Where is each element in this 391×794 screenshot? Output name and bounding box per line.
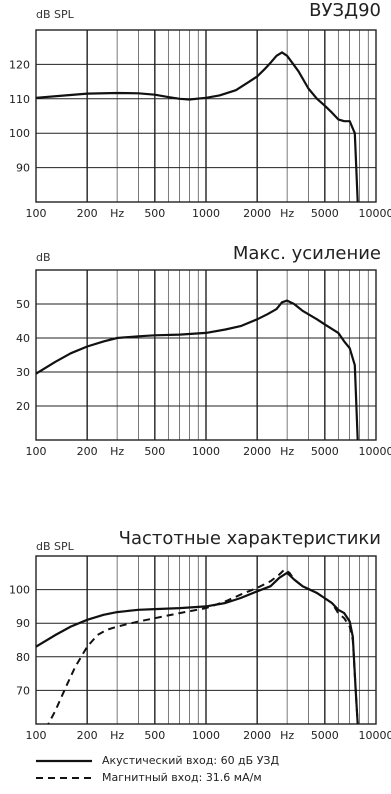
x-tick-label: 1000 [192, 445, 220, 458]
x-tick-label: 500 [144, 729, 165, 742]
plot-frame [35, 29, 377, 203]
series-line-0 [36, 571, 359, 724]
legend-dashed-swatch [36, 776, 92, 779]
x-tick-label: 200 [77, 207, 98, 220]
x-tick-label: 5000 [311, 445, 339, 458]
y-tick-label: 70 [16, 684, 30, 697]
x-tick-label: 100 [26, 729, 47, 742]
legend-label-acoustic: Акустический вход: 60 дБ УЗД [102, 754, 280, 767]
legend-label-magnetic: Магнитный вход: 31.6 мА/м [102, 771, 262, 784]
legend: Акустический вход: 60 дБ УЗД Магнитный в… [36, 752, 279, 786]
chart-1-title: ВУЗД90 [309, 0, 381, 21]
chart-1-plot: 90 100 110 120 100 200 Hz 500 1000 2000 Hz 5000 1000… [9, 29, 391, 220]
y-tick-label: 110 [9, 93, 30, 106]
chart-2-plot: 20 30 40 50 100 200 Hz 500 1000 2000 Hz 5000 10000 [16, 269, 391, 458]
legend-solid-swatch [36, 759, 92, 762]
x-tick-label: Hz [110, 207, 124, 220]
x-tick-label: Hz [110, 445, 124, 458]
x-tick-label: 2000 [243, 445, 271, 458]
chart-3-plot: 70 80 90 100 100 200 Hz 500 1000 2000 Hz 5000 10000 [9, 555, 391, 742]
chart-1: dB SPL ВУЗД90 90 100 110 120 100 200 Hz 500 1000… [0, 0, 391, 226]
y-tick-label: 50 [16, 298, 30, 311]
y-tick-label: 90 [16, 162, 30, 175]
series-line-0 [36, 299, 359, 440]
series-line-0 [36, 51, 359, 202]
plot-frame [35, 269, 377, 441]
x-tick-label: 10000 [359, 207, 391, 220]
x-tick-label: 1000 [192, 729, 220, 742]
y-tick-label: 80 [16, 651, 30, 664]
plot-frame [35, 555, 377, 725]
chart-3-title: Частотные характеристики [118, 528, 381, 549]
y-tick-label: 100 [9, 127, 30, 140]
x-tick-label: 5000 [311, 729, 339, 742]
x-tick-label: Hz [280, 445, 294, 458]
x-tick-label: 2000 [243, 729, 271, 742]
legend-item-magnetic: Магнитный вход: 31.6 мА/м [36, 769, 279, 786]
chart-3: dB SPL Частотные характеристики 70 80 90 10… [0, 524, 391, 750]
x-tick-label: 100 [26, 445, 47, 458]
x-tick-label: 10000 [359, 729, 391, 742]
chart-2-title: Макс. усиление [232, 243, 381, 264]
x-tick-label: 10000 [359, 445, 391, 458]
y-tick-label: 40 [16, 332, 30, 345]
y-tick-label: 20 [16, 400, 30, 413]
legend-item-acoustic: Акустический вход: 60 дБ УЗД [36, 752, 279, 769]
chart-2: dB Макс. усиление 20 30 40 50 100 200 Hz 500 100… [0, 240, 391, 470]
x-tick-label: 1000 [192, 207, 220, 220]
x-tick-label: 200 [77, 729, 98, 742]
x-tick-label: 500 [144, 207, 165, 220]
x-tick-label: 100 [26, 207, 47, 220]
x-tick-label: 5000 [311, 207, 339, 220]
chart-1-ylabel: dB SPL [36, 8, 74, 21]
chart-2-ylabel: dB [36, 251, 51, 264]
y-tick-label: 120 [9, 58, 30, 71]
y-tick-label: 30 [16, 366, 30, 379]
x-tick-label: 500 [144, 445, 165, 458]
series-line-1 [47, 568, 359, 724]
x-tick-label: 2000 [243, 207, 271, 220]
x-tick-label: Hz [110, 729, 124, 742]
y-tick-label: 100 [9, 584, 30, 597]
x-tick-label: 200 [77, 445, 98, 458]
y-tick-label: 90 [16, 617, 30, 630]
x-tick-label: Hz [280, 729, 294, 742]
chart-3-ylabel: dB SPL [36, 540, 74, 553]
x-tick-label: Hz [280, 207, 294, 220]
